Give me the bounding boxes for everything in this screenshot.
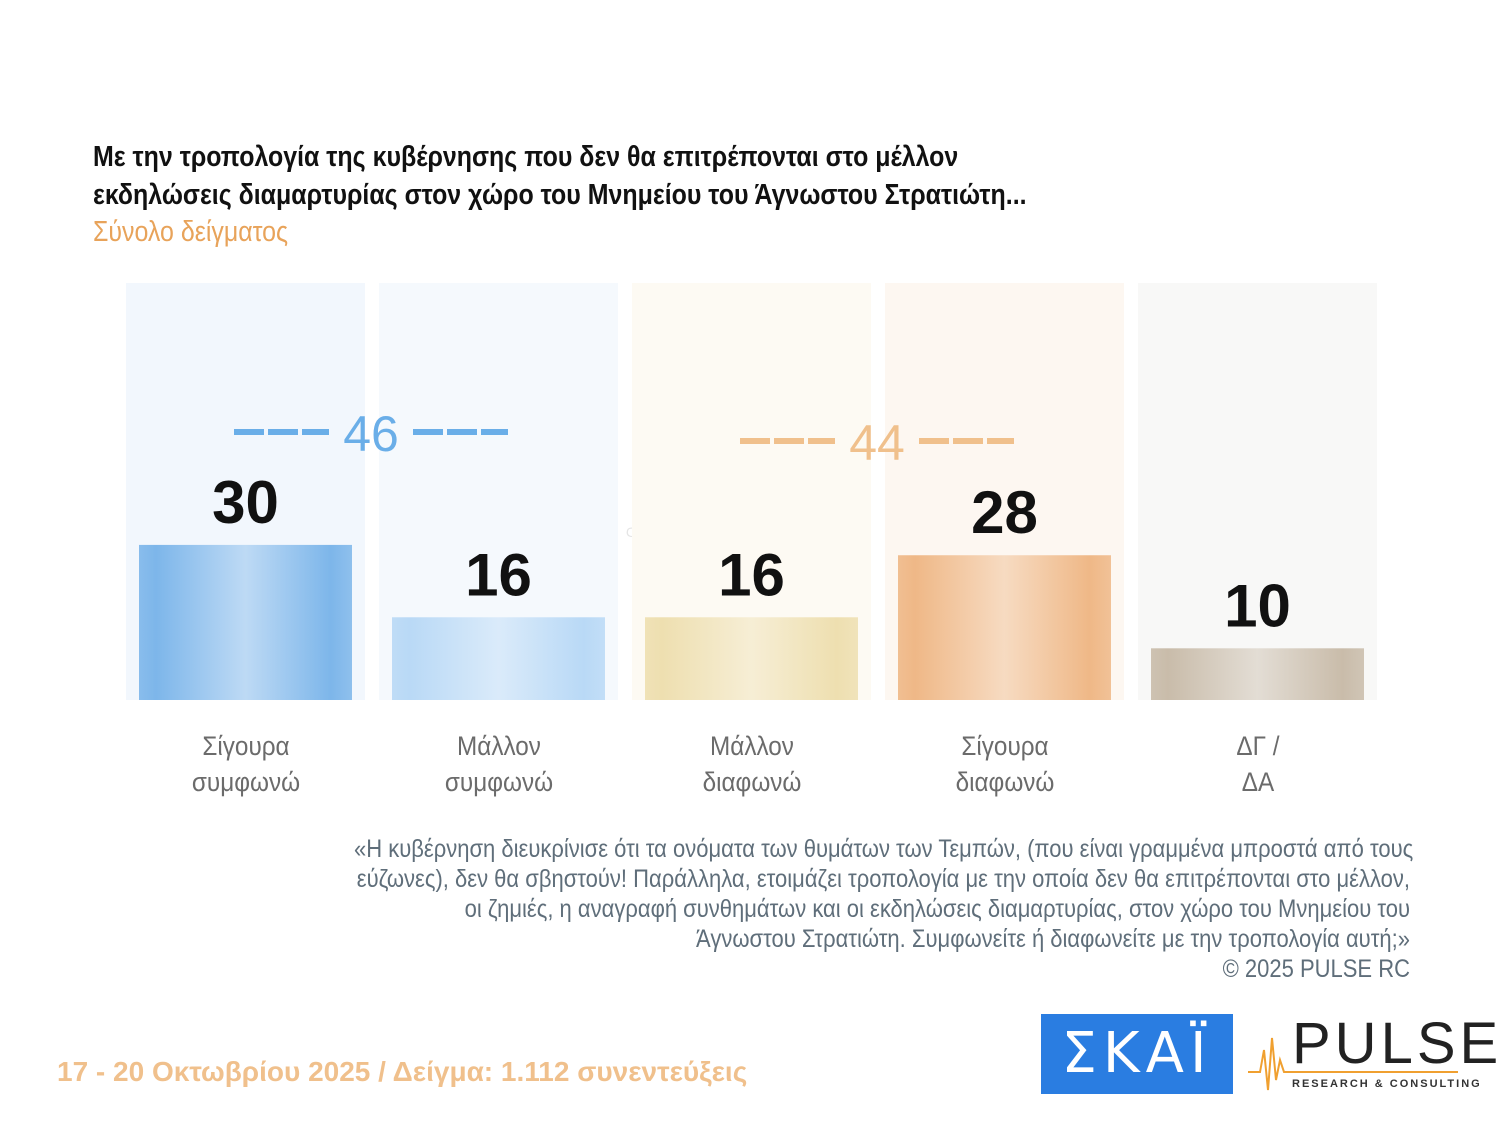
skai-logo: ΣΚΑΪ [1041,1014,1233,1094]
pulse-subtitle: RESEARCH & CONSULTING [1292,1078,1482,1090]
title-line: Με την τροπολογία της κυβέρνησης που δεν… [93,141,959,173]
note-line: εύζωνες), δεν θα σβηστούν! Παράλληλα, ετ… [356,865,1411,893]
chart-subtitle: Σύνολο δείγματος [93,216,289,248]
note-line: οι ζημιές, η αναγραφή συνθημάτων και οι … [464,895,1410,923]
pulse-wave-icon [1248,1037,1308,1091]
chart-title: Με την τροπολογία της κυβέρνησης που δεν… [93,138,1027,214]
question-note: «Η κυβέρνηση διευκρίνισε ότι τα ονόματα … [354,834,1414,984]
note-line: Άγνωστου Στρατιώτη. Συμφωνείτε ή διαφωνε… [696,925,1410,953]
data-label: 10 [1224,572,1291,639]
group-total-label: 46 [343,406,399,462]
title-line: εκδηλώσεις διαμαρτυρίας στον χώρο του Μν… [93,179,1027,211]
bar-2 [645,617,858,700]
note-line: «Η κυβέρνηση διευκρίνισε ότι τα ονόματα … [354,835,1414,863]
group-total-label: 44 [849,415,905,471]
category-label: Σίγουρα συμφωνώ [191,731,300,797]
bar-3 [898,555,1111,700]
bar-1 [392,617,605,700]
pulse-logo: PULSE RESEARCH & CONSULTING [1248,1010,1498,1100]
copyright: © 2025 PULSE RC [1222,955,1410,983]
data-label: 16 [718,541,785,608]
footer-sample-info: 17 - 20 Οκτωβρίου 2025 / Δείγμα: 1.112 σ… [57,1056,748,1087]
category-label: Μάλλον συμφωνώ [444,731,553,797]
data-label: 28 [971,479,1038,546]
pulse-wordmark: PULSE [1292,1011,1500,1076]
column-background [1138,283,1377,700]
data-label: 16 [465,541,532,608]
bar-0 [139,544,352,700]
category-label: Σίγουρα διαφωνώ [955,731,1054,797]
category-label: Μάλλον διαφωνώ [702,731,801,797]
data-label: 30 [212,469,279,536]
bar-4 [1151,648,1364,700]
category-label: ΔΓ / ΔΑ [1235,731,1280,797]
